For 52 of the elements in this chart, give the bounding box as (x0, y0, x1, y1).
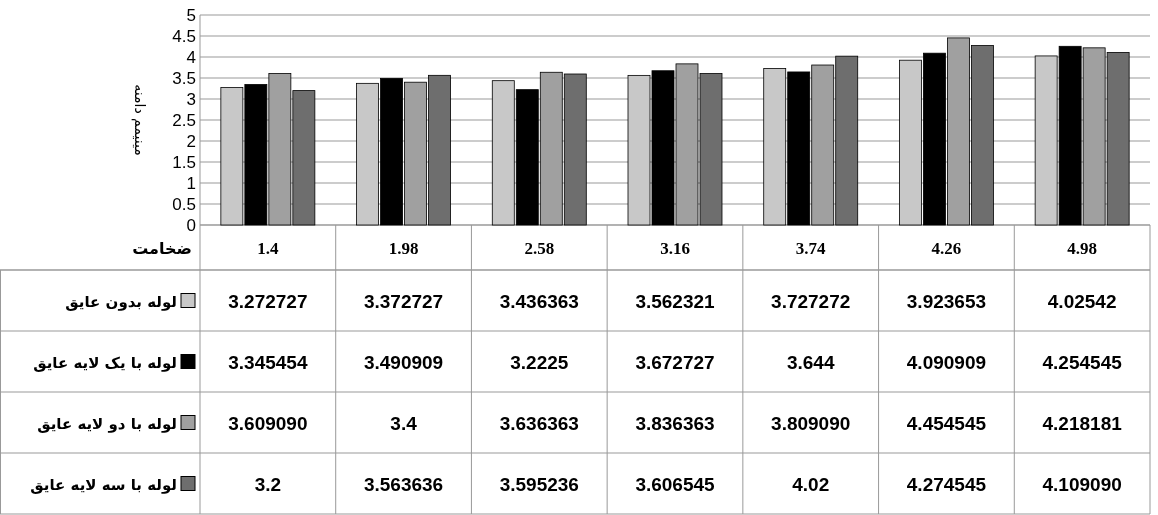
y-tick-label: 5 (186, 6, 196, 25)
x-tick-label: 2.58 (524, 238, 555, 258)
data-label: 3.563636 (363, 473, 444, 495)
y-tick-label: 1 (186, 174, 196, 193)
data-label: 4.218181 (1042, 412, 1123, 434)
y-tick-label: 2 (186, 132, 196, 151)
y-tick-label: 3.5 (172, 69, 196, 88)
data-label: 4.254545 (1042, 351, 1123, 373)
y-tick-label: 0 (186, 216, 196, 235)
data-label: 3.595236 (499, 473, 579, 495)
y-tick-label: 4.5 (172, 27, 196, 46)
data-label: 3.609090 (228, 412, 308, 434)
data-label: 4.02 (792, 473, 830, 495)
y-tick-label: 2.5 (172, 111, 196, 130)
data-label: 3.606545 (635, 473, 716, 495)
legend-item: لوله با یک لایه عایق (33, 353, 196, 372)
data-label: 3.436363 (499, 290, 579, 312)
x-tick-label: 4.26 (931, 238, 962, 258)
data-label: 4.090909 (906, 351, 987, 373)
data-label: 3.836363 (635, 412, 715, 434)
data-label: 3.562321 (635, 290, 716, 312)
x-tick-label: 3.74 (795, 238, 827, 258)
legend-item: لوله با دو لایه عایق (37, 414, 196, 433)
legend-item: لوله با سه لایه عایق (30, 475, 196, 494)
data-label: 3.272727 (228, 290, 308, 312)
legend-item: لوله بدون عایق (65, 292, 196, 311)
data-label: 3.2 (254, 473, 282, 495)
y-axis-title: مینیمم دامنه (131, 84, 148, 156)
x-tick-label: 3.16 (660, 238, 690, 258)
data-label: 3.490909 (363, 351, 444, 373)
data-label: 3.636363 (499, 412, 579, 434)
x-tick-label: 1.98 (388, 238, 419, 258)
data-label: 3.809090 (771, 412, 851, 434)
data-label: 4.109090 (1042, 473, 1122, 495)
x-tick-label: 1.4 (257, 238, 279, 258)
x-axis-title: ضخامت (132, 238, 192, 258)
data-label: 3.644 (786, 351, 835, 373)
data-label: 3.372727 (363, 290, 444, 312)
y-tick-label: 4 (186, 48, 196, 67)
data-label: 3.727272 (771, 290, 851, 312)
data-label: 3.4 (390, 412, 418, 434)
data-label: 3.923653 (906, 290, 987, 312)
y-tick-label: 1.5 (172, 153, 196, 172)
y-tick-label: 0.5 (172, 195, 196, 214)
data-label: 3.345454 (228, 351, 308, 373)
x-tick-label: 4.98 (1067, 238, 1098, 258)
data-label: 4.02542 (1047, 290, 1117, 312)
data-label: 3.672727 (635, 351, 715, 373)
y-tick-label: 3 (186, 90, 196, 109)
data-label: 4.454545 (906, 412, 987, 434)
data-label: 3.2225 (510, 351, 569, 373)
data-label: 4.274545 (906, 473, 987, 495)
